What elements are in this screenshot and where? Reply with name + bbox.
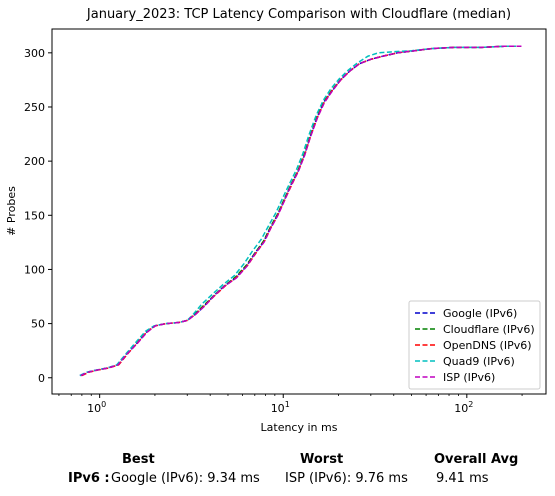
x-ticks: 100 101 102 [58, 394, 523, 415]
series-line-3 [79, 45, 516, 377]
y-ticks: 0 50 100 150 200 250 300 [24, 47, 52, 385]
avg-header: Overall Avg [434, 452, 519, 467]
best-header: Best [122, 452, 155, 467]
y-axis-label: # Probes [5, 186, 18, 236]
y-tick-label: 0 [38, 372, 45, 385]
legend-label: ISP (IPv6) [443, 371, 495, 384]
latency-chart: January_2023: TCP Latency Comparison wit… [5, 7, 547, 434]
legend: Google (IPv6) Cloudflare (IPv6) OpenDNS (I… [408, 300, 541, 390]
y-tick-label: 50 [31, 318, 45, 331]
legend-label: Google (IPv6) [443, 307, 517, 320]
y-tick-label: 100 [24, 263, 45, 276]
x-axis-label: Latency in ms [261, 421, 338, 434]
y-tick-label: 200 [24, 155, 45, 168]
legend-label: OpenDNS (IPv6) [443, 339, 532, 352]
series-line-4 [80, 45, 523, 377]
worst-header: Worst [300, 452, 344, 467]
legend-label: Quad9 (IPv6) [443, 355, 515, 368]
best-value: Google (IPv6): 9.34 ms [111, 471, 260, 486]
x-tick-label: 101 [271, 400, 290, 415]
y-tick-label: 300 [24, 47, 45, 60]
x-tick-label: 100 [87, 400, 106, 415]
avg-value: 9.41 ms [436, 471, 489, 486]
series-lines [79, 45, 523, 377]
legend-box [408, 300, 541, 390]
chart-title: January_2023: TCP Latency Comparison wit… [86, 7, 511, 22]
legend-label: Cloudflare (IPv6) [443, 323, 535, 336]
row-label-ipv6: IPv6 : [68, 471, 110, 486]
y-tick-label: 150 [24, 209, 45, 222]
x-tick-label: 102 [454, 400, 473, 415]
y-tick-label: 250 [24, 101, 45, 114]
worst-value: ISP (IPv6): 9.76 ms [285, 471, 408, 486]
